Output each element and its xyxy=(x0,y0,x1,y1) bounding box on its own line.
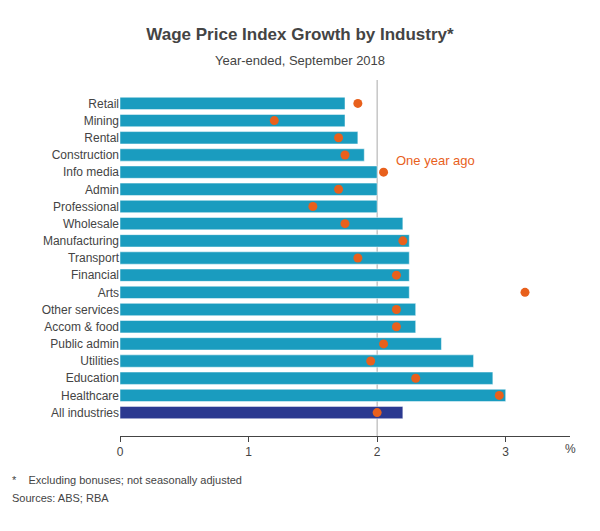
svg-text:Professional: Professional xyxy=(53,200,119,214)
svg-text:Education: Education xyxy=(66,371,119,385)
svg-text:Info media: Info media xyxy=(63,165,119,179)
svg-text:One year ago: One year ago xyxy=(396,153,475,168)
svg-text:All industries: All industries xyxy=(51,406,119,420)
svg-text:Manufacturing: Manufacturing xyxy=(43,234,119,248)
svg-text:Transport: Transport xyxy=(68,251,120,265)
svg-text:Sources: ABS; RBA: Sources: ABS; RBA xyxy=(12,492,109,504)
svg-text:0: 0 xyxy=(117,445,124,459)
svg-text:Public admin: Public admin xyxy=(50,337,119,351)
svg-text:Accom & food: Accom & food xyxy=(44,320,119,334)
svg-text:Financial: Financial xyxy=(71,268,119,282)
svg-text:Rental: Rental xyxy=(84,131,119,145)
svg-text:3: 3 xyxy=(502,445,509,459)
svg-text:Arts: Arts xyxy=(98,286,119,300)
svg-text:Other services: Other services xyxy=(42,303,119,317)
svg-text:Wholesale: Wholesale xyxy=(63,217,119,231)
svg-text:Mining: Mining xyxy=(84,114,119,128)
svg-text:Retail: Retail xyxy=(88,97,119,111)
svg-text:1: 1 xyxy=(245,445,252,459)
svg-text:%: % xyxy=(565,442,576,456)
svg-text:Utilities: Utilities xyxy=(80,354,119,368)
svg-text:Year-ended, September 2018: Year-ended, September 2018 xyxy=(215,53,385,68)
svg-text:Wage Price Index Growth by Ind: Wage Price Index Growth by Industry* xyxy=(146,25,454,44)
svg-text:Admin: Admin xyxy=(85,183,119,197)
svg-text:Healthcare: Healthcare xyxy=(61,389,119,403)
svg-text:* Excluding bonuses; not se: * Excluding bonuses; not seasonally adju… xyxy=(12,474,242,486)
svg-text:2: 2 xyxy=(374,445,381,459)
svg-text:Construction: Construction xyxy=(52,148,119,162)
